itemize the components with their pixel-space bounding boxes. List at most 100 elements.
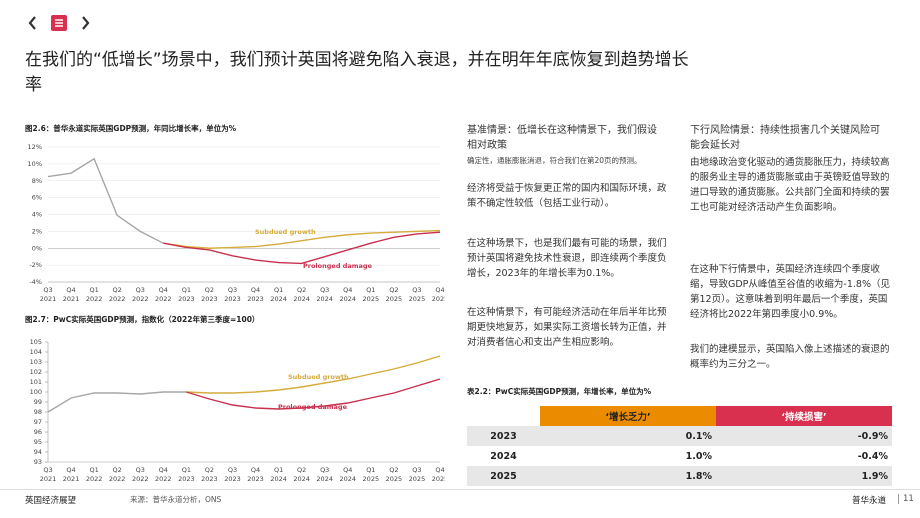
x-tick-label: 2023 <box>178 475 195 483</box>
column-header: ‘持续损害’ <box>716 406 892 426</box>
table-header: ‘增长乏力’ ‘持续损害’ <box>467 406 892 426</box>
x-tick-label: 2025 <box>432 295 445 303</box>
y-tick-label: 103 <box>30 358 42 366</box>
y-tick-label: -4% <box>29 278 42 286</box>
table-cell: 2024 <box>490 450 517 462</box>
x-tick-label: 2025 <box>386 295 403 303</box>
x-tick-label: Q4 <box>343 466 352 474</box>
y-tick-label: 101 <box>30 378 42 386</box>
x-tick-label: Q3 <box>136 286 145 294</box>
chart-title: 图2.7：PwC实际英国GDP预测，指数化（2022年第三季度=100） <box>25 315 260 324</box>
y-tick-label: 4% <box>32 211 42 219</box>
x-tick-label: Q1 <box>274 466 283 474</box>
x-tick-label: 2024 <box>270 295 287 303</box>
x-tick-label: 2021 <box>63 295 80 303</box>
y-tick-label: 12% <box>28 143 42 151</box>
x-tick-label: 2024 <box>316 475 333 483</box>
source: 来源：普华永道分析，ONS <box>130 495 222 504</box>
series-line <box>163 229 441 249</box>
x-tick-label: 2025 <box>409 475 426 483</box>
x-tick-label: Q4 <box>435 286 444 294</box>
y-tick-label: 2% <box>32 227 42 235</box>
x-tick-label: Q1 <box>182 466 191 474</box>
page-title: 在我们的“低增长”场景中，我们预计英国将避免陷入衰退，并在明年年底恢复到趋势增长… <box>25 50 689 95</box>
x-tick-label: Q2 <box>297 286 306 294</box>
y-tick-label: 104 <box>30 348 42 356</box>
x-tick-label: Q3 <box>43 286 52 294</box>
x-tick-label: 2022 <box>109 295 126 303</box>
table-row: 2025 1.8% 1.9% <box>467 466 892 486</box>
y-tick-label: 105 <box>30 338 42 346</box>
table-cell: 2023 <box>490 430 517 442</box>
x-tick-label: 2024 <box>339 295 356 303</box>
x-tick-label: Q4 <box>66 286 75 294</box>
x-tick-label: 2024 <box>293 475 310 483</box>
next-button[interactable] <box>82 16 90 30</box>
y-tick-label: 98 <box>34 408 42 416</box>
table-cell: -0.9% <box>857 430 888 442</box>
x-tick-label: Q1 <box>182 286 191 294</box>
x-tick-label: 2025 <box>432 475 445 483</box>
x-tick-label: 2021 <box>63 475 80 483</box>
table: ‘增长乏力’ ‘持续损害’ 2023 0.1% -0.9% 2024 1.0% -0.4%… <box>467 406 892 486</box>
x-tick-label: Q4 <box>343 286 352 294</box>
series-line <box>186 378 441 410</box>
x-tick-label: 2022 <box>132 475 149 483</box>
x-tick-label: Q1 <box>274 286 283 294</box>
x-tick-label: 2023 <box>178 295 195 303</box>
x-tick-label: Q4 <box>251 286 260 294</box>
x-tick-label: Q1 <box>89 286 98 294</box>
paragraph: 由地缘政治变化驱动的通货膨胀压力，持续较高的服务业主导的通货膨胀或由于英镑贬值导… <box>690 157 890 213</box>
x-tick-label: 2023 <box>224 295 241 303</box>
table-row: 2023 0.1% -0.9% <box>467 426 892 446</box>
y-tick-label: -2% <box>29 261 42 269</box>
x-tick-label: 2025 <box>363 475 380 483</box>
note: 确定性，通胀膨胀消退，符合我们在第20页的预测。 <box>467 156 642 165</box>
x-tick-label: 2024 <box>293 295 310 303</box>
x-tick-label: 2024 <box>316 295 333 303</box>
x-tick-label: 2021 <box>40 295 57 303</box>
footer-left: 英国经济展望 <box>25 496 77 506</box>
x-tick-label: 2022 <box>86 295 103 303</box>
column-header: ‘增长乏力’ <box>540 406 716 426</box>
y-tick-label: 95 <box>34 438 42 446</box>
x-tick-label: 2023 <box>224 475 241 483</box>
x-tick-label: Q3 <box>412 466 421 474</box>
paragraph: 在这种下行情景中，英国经济连续四个季度收缩，导致GDP从峰值至谷值的收缩为-1.… <box>690 264 890 320</box>
series-label: Subdued growth <box>288 373 349 381</box>
x-tick-label: Q4 <box>159 286 168 294</box>
x-tick-label: Q2 <box>389 286 398 294</box>
x-tick-label: 2021 <box>40 475 57 483</box>
section-heading: 基准情景：低增长在这种情景下，我们假设相对政策 <box>467 125 657 151</box>
x-tick-label: Q3 <box>136 466 145 474</box>
y-tick-label: 94 <box>34 448 42 456</box>
series-line <box>47 391 187 413</box>
x-tick-label: 2022 <box>109 475 126 483</box>
x-tick-label: Q1 <box>366 466 375 474</box>
y-tick-label: 8% <box>32 177 42 185</box>
y-tick-label: 0% <box>32 244 42 252</box>
x-tick-label: 2025 <box>409 295 426 303</box>
series-label: Subdued growth <box>255 228 316 236</box>
series-line <box>47 157 164 244</box>
series-label: Prolonged damage <box>303 262 373 270</box>
x-tick-label: 2022 <box>155 475 172 483</box>
paragraph: 我们的建模显示，英国陷入像上述描述的衰退的概率约为三分之一。 <box>690 344 890 370</box>
x-tick-label: 2025 <box>363 295 380 303</box>
x-tick-label: Q4 <box>251 466 260 474</box>
series-label: Prolonged damage <box>278 403 348 411</box>
series-line <box>163 231 441 265</box>
y-tick-label: 93 <box>34 458 42 466</box>
prev-button[interactable] <box>28 16 36 30</box>
table-cell: 1.8% <box>685 470 712 482</box>
y-tick-label: 10% <box>28 160 42 168</box>
x-tick-label: Q2 <box>205 286 214 294</box>
y-tick-label: 97 <box>34 418 42 426</box>
x-tick-label: Q2 <box>297 466 306 474</box>
table-cell: 2025 <box>490 470 517 482</box>
x-tick-label: 2022 <box>86 475 103 483</box>
x-tick-label: Q2 <box>205 466 214 474</box>
paragraph: 在这种情景下，有可能经济活动在年后半年比预期更快地复苏，如果实际工资增长转为正值… <box>467 307 667 348</box>
x-tick-label: Q4 <box>159 466 168 474</box>
